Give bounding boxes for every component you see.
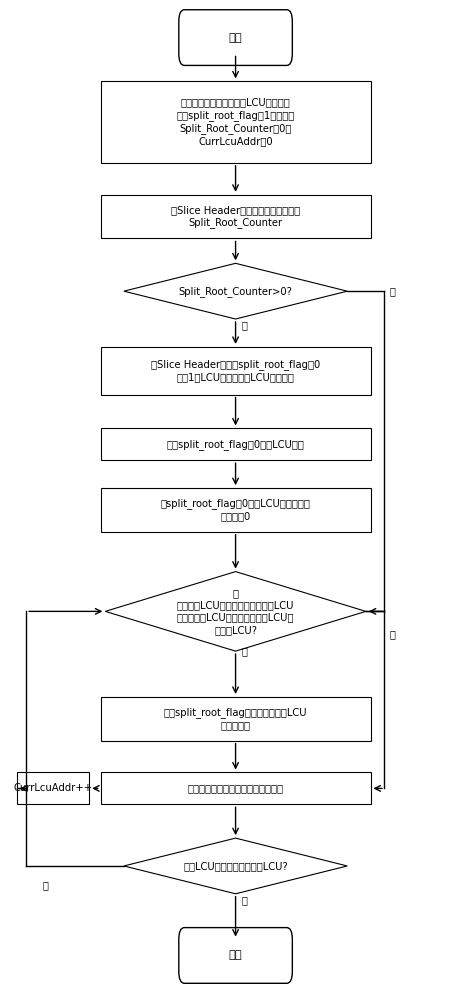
Text: 解码除根层之外的其他各层划分标志: 解码除根层之外的其他各层划分标志 bbox=[187, 783, 284, 793]
Polygon shape bbox=[124, 838, 347, 894]
Text: 将split_root_flag为0的各LCU根层划分标
志设置为0: 将split_root_flag为0的各LCU根层划分标 志设置为0 bbox=[161, 498, 310, 522]
Polygon shape bbox=[106, 572, 366, 651]
Text: 否: 否 bbox=[42, 880, 49, 890]
Text: 解
码图像每LCU行或列包含非整数个LCU
且当前解码LCU属于图像右边界LCU或
下边界LCU?: 解 码图像每LCU行或列包含非整数个LCU 且当前解码LCU属于图像右边界LCU… bbox=[177, 588, 294, 635]
Text: 结束: 结束 bbox=[229, 950, 243, 960]
Bar bbox=[101, 347, 371, 395]
Text: 初始化当前解码图像所有LCU根层划分
标志split_root_flag为1，初始化
Split_Root_Counter为0，
CurrLcuAddr为0: 初始化当前解码图像所有LCU根层划分 标志split_root_flag为1，初… bbox=[177, 98, 295, 147]
Text: 是: 是 bbox=[241, 895, 247, 905]
Bar bbox=[101, 697, 371, 741]
FancyBboxPatch shape bbox=[179, 928, 292, 983]
Text: Split_Root_Counter>0?: Split_Root_Counter>0? bbox=[179, 286, 292, 297]
Text: 从Slice Header解析出split_root_flag为0
的第1个LCU地址和其他LCU地址之差: 从Slice Header解析出split_root_flag为0 的第1个LC… bbox=[151, 359, 320, 382]
Bar bbox=[101, 195, 371, 238]
Text: 是: 是 bbox=[241, 320, 247, 330]
Text: 根据split_root_flag，设置当前解码LCU
子分割深度: 根据split_root_flag，设置当前解码LCU 子分割深度 bbox=[164, 707, 308, 730]
Text: 开始: 开始 bbox=[229, 33, 243, 43]
Bar bbox=[101, 772, 371, 804]
Text: 当前LCU是图像的最后一个LCU?: 当前LCU是图像的最后一个LCU? bbox=[183, 861, 288, 871]
Text: 否: 否 bbox=[241, 646, 247, 656]
Text: CurrLcuAddr++: CurrLcuAddr++ bbox=[14, 783, 93, 793]
Bar bbox=[101, 488, 371, 532]
Bar bbox=[17, 772, 89, 804]
Polygon shape bbox=[124, 263, 347, 319]
Text: 从Slice Header解析出当前解码图像的
Split_Root_Counter: 从Slice Header解析出当前解码图像的 Split_Root_Count… bbox=[171, 205, 300, 228]
Text: 计算split_root_flag为0的各LCU地址: 计算split_root_flag为0的各LCU地址 bbox=[167, 439, 305, 450]
Text: 否: 否 bbox=[389, 286, 395, 296]
FancyBboxPatch shape bbox=[179, 10, 292, 65]
Bar bbox=[101, 81, 371, 163]
Bar bbox=[101, 428, 371, 460]
Text: 是: 是 bbox=[389, 629, 395, 639]
